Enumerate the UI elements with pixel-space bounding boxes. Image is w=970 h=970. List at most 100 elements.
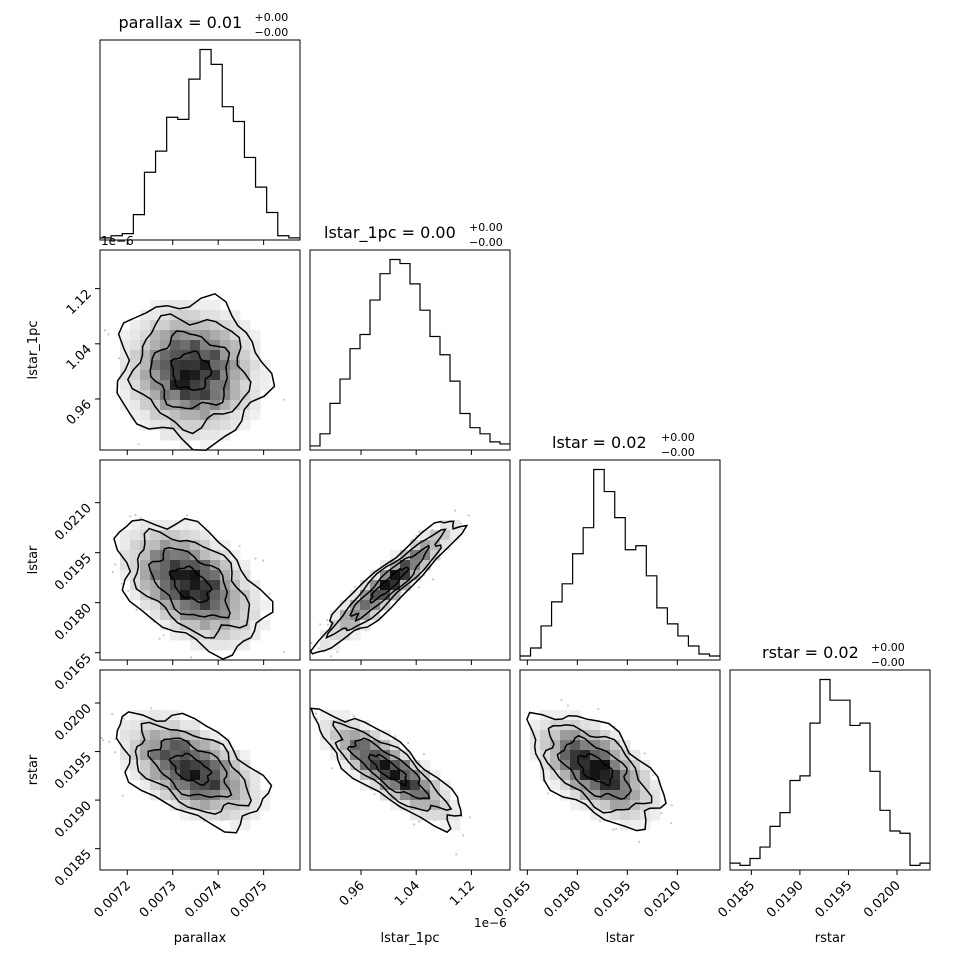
hist-bin	[646, 576, 657, 660]
density-cell	[160, 400, 171, 411]
y-tick-label-rstar: 0.0190	[52, 798, 95, 841]
contour-level-4	[113, 517, 274, 660]
sample-point	[651, 774, 654, 777]
density-cell	[200, 750, 211, 761]
hist-bin	[310, 446, 320, 450]
density-cell	[240, 770, 251, 781]
density-cell	[170, 800, 181, 811]
x-tick-label-lstar_1pc: 0.96	[337, 878, 368, 909]
density-cell	[180, 770, 191, 781]
density-cell	[190, 360, 201, 371]
density-cell	[320, 730, 331, 741]
density-cell	[240, 640, 251, 651]
sample-point	[139, 517, 142, 520]
sample-point	[314, 712, 318, 715]
density-cell	[540, 760, 551, 771]
density-cell	[600, 790, 611, 801]
density-cell	[160, 540, 171, 551]
density-cell	[430, 530, 441, 541]
density-cell	[130, 550, 141, 561]
density-cell	[230, 620, 241, 631]
density-cell	[230, 340, 241, 351]
density-cell	[180, 530, 191, 541]
density-cell	[170, 340, 181, 351]
sample-point	[261, 559, 265, 562]
y-axis-label-rstar: rstar	[26, 754, 41, 785]
density-cell	[240, 820, 251, 831]
density-cell	[200, 770, 211, 781]
density-cell	[190, 390, 201, 401]
density-cell	[610, 780, 621, 791]
hist-bin	[604, 492, 615, 660]
density-cell	[180, 300, 191, 311]
density-cell	[190, 550, 201, 561]
hist-bin	[625, 550, 636, 660]
density-cell	[200, 430, 211, 441]
density-cell	[130, 560, 141, 571]
density-cell	[240, 400, 251, 411]
density-cell	[230, 820, 241, 831]
density-cell	[560, 750, 571, 761]
density-cell	[180, 380, 191, 391]
hist-bin	[211, 64, 222, 240]
density-cell	[180, 540, 191, 551]
density-cell	[180, 760, 191, 771]
density-cell	[210, 550, 221, 561]
sample-point	[326, 623, 329, 626]
sample-point	[330, 767, 333, 770]
density-cell	[140, 370, 151, 381]
density-cell	[150, 350, 161, 361]
x-axis-label-lstar_1pc: lstar_1pc	[381, 931, 440, 946]
sample-point	[660, 811, 663, 815]
density-cell	[390, 770, 401, 781]
density-cell	[240, 610, 251, 621]
hist-bin	[709, 656, 720, 660]
density-cell	[580, 750, 591, 761]
density-cell	[580, 760, 591, 771]
density-cell	[570, 780, 581, 791]
contour-level-3	[325, 528, 447, 640]
density-cell	[240, 410, 251, 421]
density-cell	[250, 610, 261, 621]
density-cell	[560, 740, 571, 751]
density-cell	[120, 370, 131, 381]
density-cell	[330, 630, 341, 641]
density-cell	[430, 810, 441, 821]
sample-point	[400, 591, 403, 594]
density-cell	[250, 370, 261, 381]
density-cell	[200, 440, 211, 451]
density-cell	[160, 780, 171, 791]
hist-bin	[500, 444, 510, 450]
x-tick-label-lstar: 0.0180	[541, 878, 584, 921]
density-cell	[400, 760, 411, 771]
axes-frame	[309, 249, 511, 451]
density-cell	[350, 590, 361, 601]
density-cell	[170, 770, 181, 781]
density-cell	[540, 770, 551, 781]
density-cell	[140, 770, 151, 781]
density-cell	[180, 630, 191, 641]
density-cell	[170, 610, 181, 621]
density-cell	[230, 350, 241, 361]
density-cell	[210, 640, 221, 651]
density-cell	[190, 540, 201, 551]
hist-bin	[636, 546, 647, 660]
hist-bin	[910, 865, 920, 870]
density-cell	[250, 780, 261, 791]
density-cell	[190, 370, 201, 381]
density-cell	[530, 750, 541, 761]
density-cell	[240, 600, 251, 611]
density-cell	[130, 740, 141, 751]
density-cell	[250, 340, 261, 351]
density-cell	[210, 310, 221, 321]
density-cell	[250, 390, 261, 401]
density-cell	[130, 540, 141, 551]
contour-level-2	[556, 734, 633, 800]
density-cell	[610, 790, 621, 801]
density-cell	[220, 360, 231, 371]
hist-bin	[420, 310, 430, 450]
density-cell	[200, 740, 211, 751]
density-cell	[180, 440, 191, 451]
density-cell	[250, 410, 261, 421]
hist-bin	[900, 833, 910, 870]
